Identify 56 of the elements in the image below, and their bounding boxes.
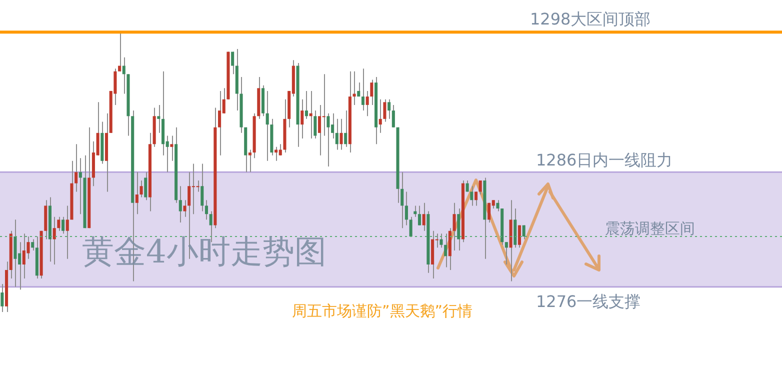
annotation: 周五市场谨防”黑天鹅”行情 xyxy=(292,302,473,320)
candlestick xyxy=(62,216,65,234)
annotation: 1276一线支撑 xyxy=(536,292,641,312)
candlestick xyxy=(52,216,56,265)
ref-line-label: 1298大区间顶部 xyxy=(530,9,651,28)
candlestick xyxy=(357,82,360,98)
candlestick xyxy=(440,233,443,248)
candlestick xyxy=(400,172,404,229)
candlestick xyxy=(444,233,448,268)
candlestick xyxy=(248,149,252,173)
candlestick xyxy=(361,68,365,112)
candlestick xyxy=(409,216,412,237)
candlestick xyxy=(383,98,386,122)
candlestick xyxy=(14,219,17,288)
candlestick xyxy=(170,135,174,162)
candlestick xyxy=(488,202,491,223)
candlestick xyxy=(388,98,391,120)
candlestick xyxy=(0,284,4,313)
candlestick xyxy=(78,158,82,215)
candlestick xyxy=(470,186,474,206)
candlestick xyxy=(378,98,382,134)
candlestick xyxy=(57,216,60,232)
annotation: 1286日内一线阻力 xyxy=(536,150,673,170)
candlestick xyxy=(522,224,526,240)
candlestick xyxy=(300,98,304,140)
candlestick xyxy=(135,172,138,215)
candlestick xyxy=(140,180,143,198)
candlestick xyxy=(118,32,122,72)
candlestick xyxy=(322,74,326,136)
candlestick xyxy=(144,172,148,201)
candlestick xyxy=(196,180,200,192)
candlestick xyxy=(504,242,508,265)
candlestick xyxy=(340,118,343,150)
band-label: 震荡调整区间 xyxy=(605,219,695,238)
candlestick xyxy=(304,90,308,120)
candlestick xyxy=(274,146,278,162)
candlestick xyxy=(178,186,182,223)
candlestick xyxy=(66,205,69,260)
candlestick xyxy=(370,79,374,106)
candlestick xyxy=(204,200,208,220)
candlestick xyxy=(218,90,222,156)
candlestick xyxy=(266,90,269,162)
candlestick xyxy=(422,202,426,232)
candlestick xyxy=(344,110,348,148)
candlestick xyxy=(74,144,78,192)
candlestick xyxy=(392,104,395,128)
candlestick xyxy=(518,224,521,248)
candlestick xyxy=(200,163,204,212)
candlestick xyxy=(418,205,422,226)
candlestick xyxy=(278,144,282,156)
candlestick xyxy=(474,191,478,206)
candlestick xyxy=(366,90,369,117)
candlestick xyxy=(404,191,408,226)
candlestick xyxy=(452,202,456,251)
candlestick xyxy=(478,180,482,195)
candlestick xyxy=(318,104,322,156)
